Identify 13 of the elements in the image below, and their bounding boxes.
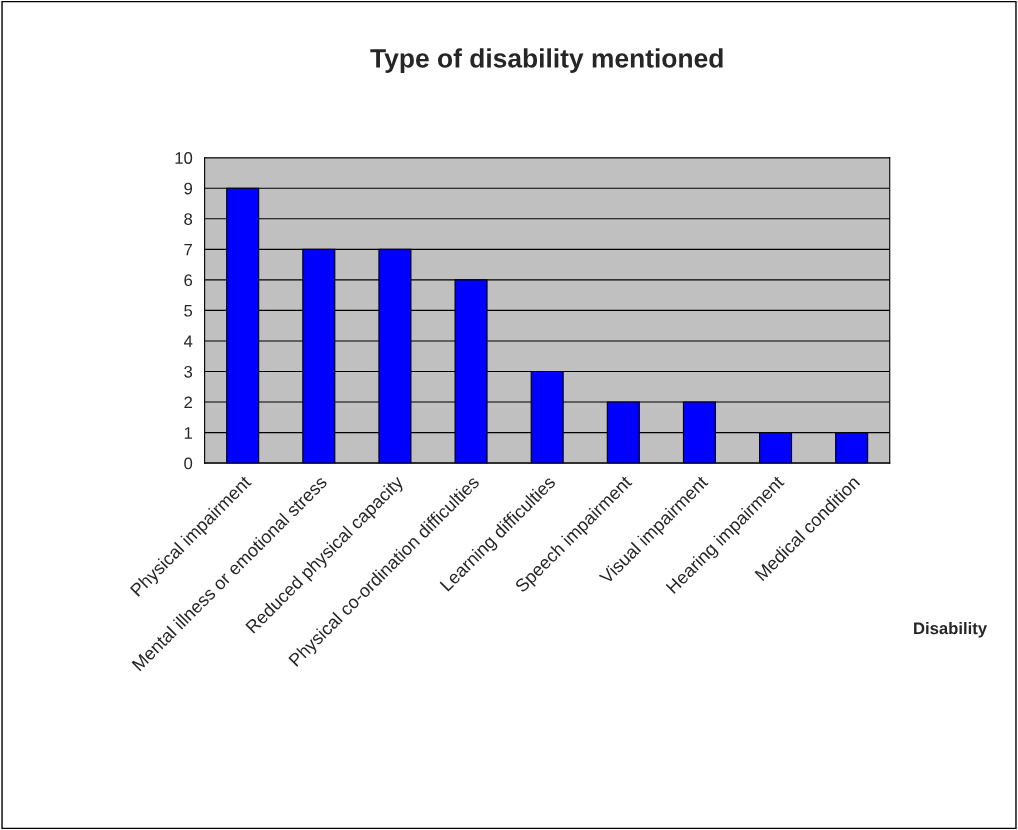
y-tick-label: 10 — [175, 152, 193, 164]
y-tick-label: 5 — [184, 304, 193, 317]
x-axis-title: Disability — [914, 621, 987, 638]
y-tick-label: 7 — [184, 243, 192, 256]
y-tick-label: 1 — [184, 427, 192, 439]
y-tick-label: 0 — [184, 457, 193, 470]
y-tick-label: 3 — [184, 365, 193, 378]
y-tick-label: 2 — [184, 396, 192, 409]
chart-title: Type of disability mentioned — [370, 48, 723, 73]
y-tick-label: 9 — [184, 182, 193, 195]
y-tick-label: 6 — [184, 274, 193, 287]
y-tick-label: 4 — [183, 335, 193, 347]
y-tick-label: 8 — [184, 213, 193, 225]
